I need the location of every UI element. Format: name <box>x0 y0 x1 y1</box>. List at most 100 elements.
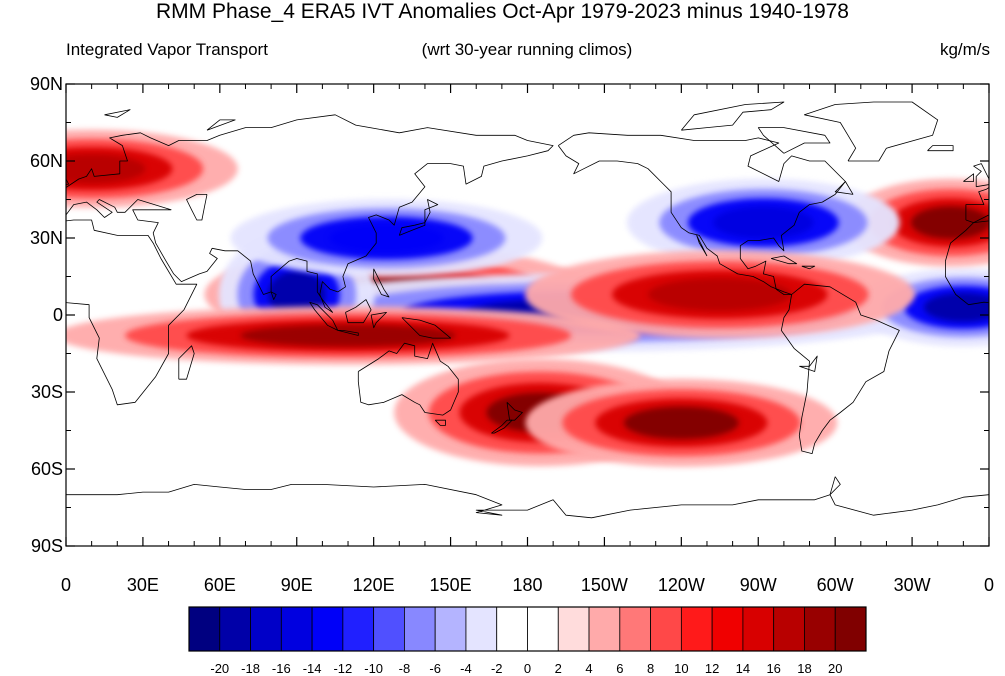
coastline-path <box>66 114 554 313</box>
lon-tick-label: 90W <box>740 575 777 595</box>
coastline-path <box>370 312 387 329</box>
colorbar-swatch <box>773 606 805 652</box>
coastline-path <box>373 268 390 298</box>
colorbar-swatch <box>588 606 621 652</box>
colorbar-swatch <box>619 606 651 652</box>
coastline-path <box>337 330 359 336</box>
colorbar-swatch <box>527 606 559 652</box>
colorbar-swatch <box>311 606 344 652</box>
map-axes: 90N 60N 30N 0 30S 60S 90S 0 30E 60E 90E 120E 150E 180… <box>30 74 994 595</box>
coastline-path <box>5 146 31 151</box>
colorbar-label: 20 <box>828 661 842 676</box>
colorbar-swatch <box>834 606 867 652</box>
coastline-path <box>757 127 831 154</box>
lon-tick-label: 0 <box>984 575 994 595</box>
colorbar-swatch <box>404 606 436 652</box>
coastline-path <box>506 402 523 421</box>
anomaly-feature-pos <box>525 378 838 467</box>
colorbar-swatch <box>680 606 713 652</box>
colorbar-label: 4 <box>585 661 592 676</box>
colorbar-label: -20 <box>210 661 229 676</box>
subtitle-left: Integrated Vapor Transport <box>66 40 268 59</box>
ivt-anomaly-field <box>66 129 989 467</box>
colorbar-swatch <box>280 606 313 652</box>
coastline-path <box>801 265 816 270</box>
colorbar-label: 2 <box>555 661 562 676</box>
coastline-path <box>557 132 846 295</box>
colorbar-label: 0 <box>524 661 531 676</box>
coastline-path <box>780 283 900 454</box>
lat-tick-label: 30S <box>31 382 63 402</box>
lat-tick-label: 60S <box>31 459 63 479</box>
anomaly-feature-neg <box>626 178 900 267</box>
colorbar-label: 16 <box>766 661 780 676</box>
coastline-path <box>270 291 277 300</box>
colorbar-label: -10 <box>364 661 383 676</box>
lat-tick-label: 90S <box>31 536 63 556</box>
subtitle-units: kg/m/s <box>939 40 990 59</box>
coastlines <box>5 101 989 519</box>
colorbar-swatch <box>219 606 251 652</box>
coastline-path <box>206 119 236 131</box>
lat-tick-label: 0 <box>53 305 63 325</box>
colorbar-label: -16 <box>272 661 291 676</box>
colorbar-label: -14 <box>303 661 322 676</box>
colorbar-label: -18 <box>241 661 260 676</box>
lat-tick-label: 60N <box>30 151 63 171</box>
lon-tick-label: 30W <box>894 575 931 595</box>
colorbar-label: -2 <box>491 661 503 676</box>
coastline-path <box>927 145 954 152</box>
anomaly-feature-neg <box>230 198 543 278</box>
subtitle-center: (wrt 30-year running climos) <box>421 40 633 59</box>
coastline-path <box>178 345 195 380</box>
chart-title: RMM Phase_4 ERA5 IVT Anomalies Oct-Apr 1… <box>156 0 849 23</box>
colorbar-label: -6 <box>429 661 441 676</box>
coastline-path <box>66 178 69 185</box>
colorbar-swatch <box>465 606 498 652</box>
lon-tick-label: 120W <box>658 575 705 595</box>
coastline-path <box>357 342 459 416</box>
lon-tick-label: 180 <box>512 575 542 595</box>
coastline-path <box>973 163 989 188</box>
coastline-path <box>40 174 50 182</box>
coastline-path <box>186 194 208 221</box>
colorbar-swatch <box>711 606 744 652</box>
coastline-path <box>834 181 854 195</box>
lon-tick-label: 150W <box>581 575 628 595</box>
coastline-path <box>799 355 818 372</box>
colorbar-swatch <box>342 606 375 652</box>
anomaly-feature-pos <box>66 306 641 365</box>
coastline-path <box>66 476 841 519</box>
colorbar-label: 8 <box>647 661 654 676</box>
lon-tick-label: 90E <box>281 575 313 595</box>
colorbar-swatch <box>250 606 282 652</box>
anomaly-feature-pos <box>66 129 238 208</box>
colorbar-frame <box>188 606 867 652</box>
colorbar-swatch <box>650 606 682 652</box>
colorbar-label: 6 <box>616 661 623 676</box>
coastline-path <box>680 101 785 131</box>
lon-tick-label: 60E <box>204 575 236 595</box>
coastline-path <box>401 317 451 339</box>
colorbar-swatch <box>804 606 836 652</box>
coastline-path <box>66 219 198 406</box>
anomaly-feature-pos <box>524 250 915 339</box>
lat-tick-label: 30N <box>30 228 63 248</box>
coastline-path <box>434 419 446 426</box>
coastline-path <box>963 173 974 182</box>
colorbar-label: 18 <box>797 661 811 676</box>
colorbar-swatch <box>188 606 221 652</box>
coastline-path <box>104 109 131 118</box>
lat-tick-label: 90N <box>30 74 63 94</box>
colorbar-label: 12 <box>705 661 719 676</box>
colorbar: -20 -18 -16 -14 -12 -10 -8 -6 -4 -2 0 2 4 6 8 10 12 14 16 1… <box>188 606 867 676</box>
colorbar-label: -12 <box>333 661 352 676</box>
colorbar-swatch <box>742 606 775 652</box>
lon-tick-label: 120E <box>353 575 395 595</box>
lon-tick-label: 30E <box>127 575 159 595</box>
colorbar-swatch <box>373 606 405 652</box>
colorbar-label: -8 <box>399 661 411 676</box>
coastline-path <box>770 255 798 265</box>
colorbar-swatch <box>434 606 467 652</box>
